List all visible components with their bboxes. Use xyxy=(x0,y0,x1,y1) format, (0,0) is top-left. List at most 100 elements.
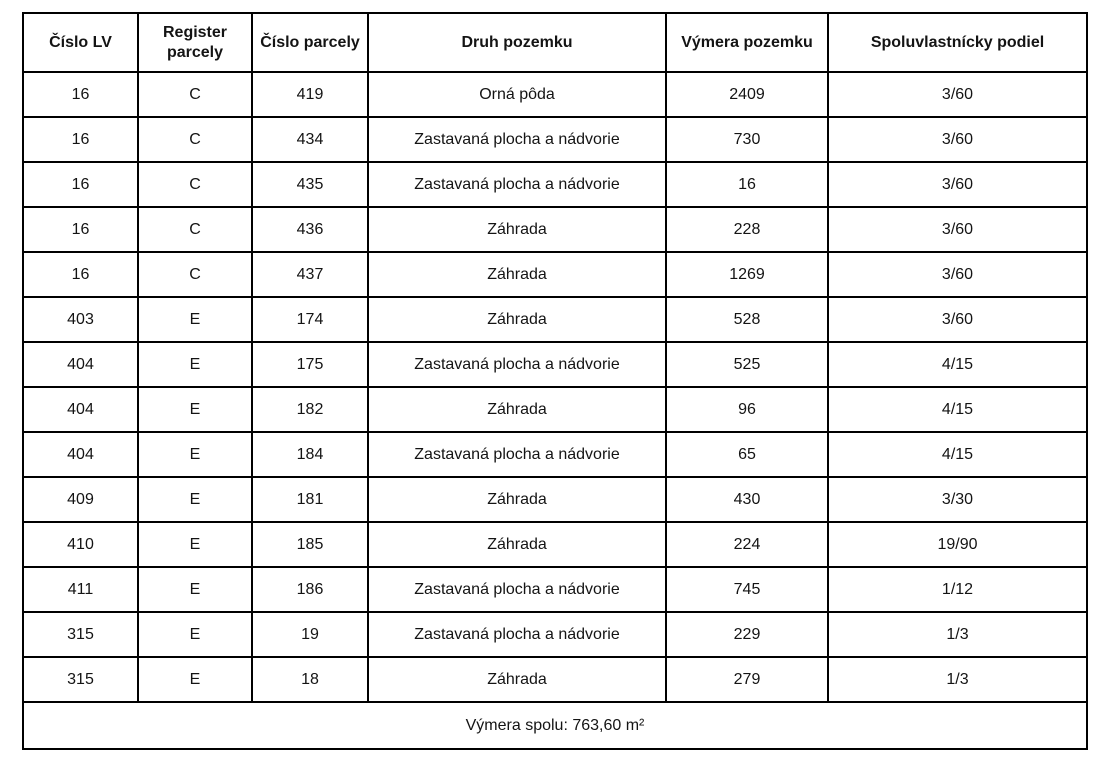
table-cell: Záhrada xyxy=(367,386,667,433)
total-area-cell: Výmera spolu: 763,60 m² xyxy=(22,701,1088,750)
table-cell: C xyxy=(137,71,253,118)
table-body: 16 C 419 Orná pôda 2409 3/60 16 C 434 Zastavaná p… xyxy=(22,71,1088,703)
table-cell: E xyxy=(137,521,253,568)
table-cell: 404 xyxy=(22,341,139,388)
table-cell: Zastavaná plocha a nádvorie xyxy=(367,566,667,613)
table-cell: E xyxy=(137,611,253,658)
column-header: Výmera pozemku xyxy=(665,12,829,73)
table-cell: 229 xyxy=(665,611,829,658)
table-cell: 404 xyxy=(22,431,139,478)
document-page: Číslo LV Register parcely Číslo parcely Dru… xyxy=(0,12,1104,781)
table-cell: 4/15 xyxy=(827,341,1088,388)
table-cell: 181 xyxy=(251,476,369,523)
table-cell: Záhrada xyxy=(367,656,667,703)
column-header: Číslo LV xyxy=(22,12,139,73)
table-cell: 1/3 xyxy=(827,656,1088,703)
column-header: Register parcely xyxy=(137,12,253,73)
table-cell: 16 xyxy=(22,161,139,208)
table-cell: 409 xyxy=(22,476,139,523)
table-cell: 185 xyxy=(251,521,369,568)
table-cell: 16 xyxy=(22,206,139,253)
table-row: 16 C 419 Orná pôda 2409 3/60 xyxy=(22,71,1088,118)
table-cell: 436 xyxy=(251,206,369,253)
table-row: 315 E 18 Záhrada 279 1/3 xyxy=(22,656,1088,703)
table-cell: 419 xyxy=(251,71,369,118)
table-cell: 19 xyxy=(251,611,369,658)
column-header: Druh pozemku xyxy=(367,12,667,73)
table-cell: 96 xyxy=(665,386,829,433)
table-cell: 404 xyxy=(22,386,139,433)
table-cell: 434 xyxy=(251,116,369,163)
column-header: Číslo parcely xyxy=(251,12,369,73)
table-row: 409 E 181 Záhrada 430 3/30 xyxy=(22,476,1088,523)
table-cell: E xyxy=(137,566,253,613)
table-cell: 411 xyxy=(22,566,139,613)
table-cell: Záhrada xyxy=(367,206,667,253)
table-row: 16 C 434 Zastavaná plocha a nádvorie 730 3/60 xyxy=(22,116,1088,163)
table-cell: 437 xyxy=(251,251,369,298)
table-cell: 224 xyxy=(665,521,829,568)
table-row: 315 E 19 Zastavaná plocha a nádvorie 229 1/3 xyxy=(22,611,1088,658)
table-cell: 16 xyxy=(665,161,829,208)
table-row: 16 C 435 Zastavaná plocha a nádvorie 16 3/60 xyxy=(22,161,1088,208)
table-cell: 18 xyxy=(251,656,369,703)
table-cell: 3/60 xyxy=(827,116,1088,163)
table-header: Číslo LV Register parcely Číslo parcely Dru… xyxy=(22,12,1088,73)
table-cell: C xyxy=(137,116,253,163)
table-cell: 315 xyxy=(22,611,139,658)
table-cell: 4/15 xyxy=(827,386,1088,433)
table-cell: 435 xyxy=(251,161,369,208)
table-cell: E xyxy=(137,341,253,388)
table-cell: 279 xyxy=(665,656,829,703)
table-cell: 3/60 xyxy=(827,206,1088,253)
table-cell: 4/15 xyxy=(827,431,1088,478)
table-cell: 182 xyxy=(251,386,369,433)
table-cell: E xyxy=(137,476,253,523)
table-cell: 410 xyxy=(22,521,139,568)
table-cell: C xyxy=(137,251,253,298)
table-cell: 3/60 xyxy=(827,161,1088,208)
table-footer: Výmera spolu: 763,60 m² xyxy=(22,701,1088,750)
table-cell: 186 xyxy=(251,566,369,613)
table-cell: 3/60 xyxy=(827,296,1088,343)
table-cell: 65 xyxy=(665,431,829,478)
table-cell: E xyxy=(137,656,253,703)
table-cell: 745 xyxy=(665,566,829,613)
table-cell: Záhrada xyxy=(367,476,667,523)
table-cell: 1/12 xyxy=(827,566,1088,613)
table-cell: C xyxy=(137,206,253,253)
table-cell: 184 xyxy=(251,431,369,478)
table-row: 16 C 436 Záhrada 228 3/60 xyxy=(22,206,1088,253)
table-cell: 525 xyxy=(665,341,829,388)
table-row: 404 E 182 Záhrada 96 4/15 xyxy=(22,386,1088,433)
table-cell: 16 xyxy=(22,251,139,298)
table-cell: 3/60 xyxy=(827,71,1088,118)
table-cell: 3/30 xyxy=(827,476,1088,523)
table-cell: Zastavaná plocha a nádvorie xyxy=(367,341,667,388)
table-cell: Záhrada xyxy=(367,251,667,298)
table-row: 404 E 175 Zastavaná plocha a nádvorie 525 4/1… xyxy=(22,341,1088,388)
table-cell: E xyxy=(137,386,253,433)
table-cell: 175 xyxy=(251,341,369,388)
table-cell: Zastavaná plocha a nádvorie xyxy=(367,116,667,163)
table-row: 404 E 184 Zastavaná plocha a nádvorie 65 4/15 xyxy=(22,431,1088,478)
table-cell: Zastavaná plocha a nádvorie xyxy=(367,431,667,478)
table-row: 16 C 437 Záhrada 1269 3/60 xyxy=(22,251,1088,298)
table-cell: E xyxy=(137,296,253,343)
table-cell: 315 xyxy=(22,656,139,703)
table-cell: Záhrada xyxy=(367,296,667,343)
table-row: 403 E 174 Záhrada 528 3/60 xyxy=(22,296,1088,343)
header-row: Číslo LV Register parcely Číslo parcely Dru… xyxy=(22,12,1088,73)
table-cell: 1269 xyxy=(665,251,829,298)
footer-row: Výmera spolu: 763,60 m² xyxy=(22,701,1088,750)
table-cell: 228 xyxy=(665,206,829,253)
table-cell: 1/3 xyxy=(827,611,1088,658)
table-cell: 528 xyxy=(665,296,829,343)
table-cell: 2409 xyxy=(665,71,829,118)
table-cell: 3/60 xyxy=(827,251,1088,298)
table-cell: C xyxy=(137,161,253,208)
table-cell: E xyxy=(137,431,253,478)
column-header: Spoluvlastnícky podiel xyxy=(827,12,1088,73)
table-cell: 430 xyxy=(665,476,829,523)
table-cell: 730 xyxy=(665,116,829,163)
